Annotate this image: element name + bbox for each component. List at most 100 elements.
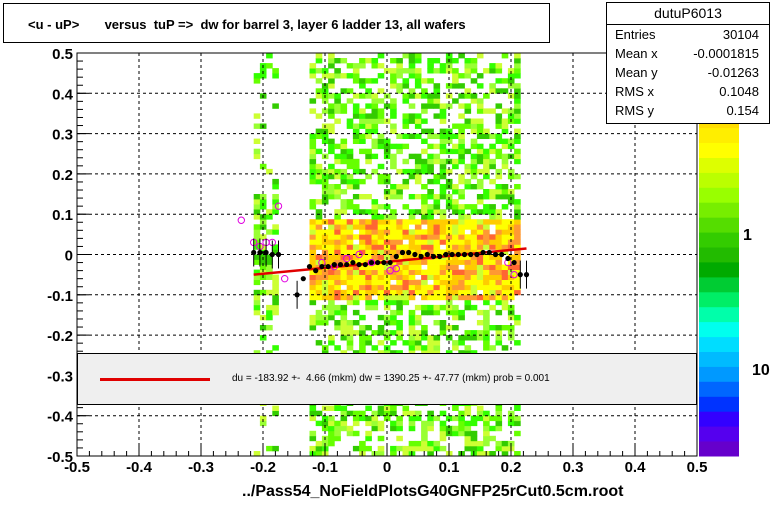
- heat-cell: [501, 234, 509, 240]
- heat-cell: [495, 440, 503, 447]
- heat-cell: [346, 229, 354, 235]
- x-tick-label: -0.4: [126, 459, 153, 476]
- heat-cell: [321, 415, 329, 422]
- heat-cell: [346, 239, 354, 245]
- heat-cell: [390, 269, 397, 275]
- heat-cell: [371, 249, 379, 255]
- heat-cell: [489, 189, 496, 195]
- heat-cell: [458, 178, 465, 185]
- heat-cell: [470, 93, 478, 99]
- heat-cell: [334, 274, 341, 280]
- heat-cell: [452, 143, 459, 150]
- profile-marker: [251, 249, 257, 256]
- heat-cell: [352, 224, 360, 230]
- heat-cell: [253, 254, 261, 260]
- heat-cell: [495, 274, 503, 280]
- heat-cell: [334, 214, 341, 220]
- heat-cell: [377, 405, 385, 411]
- heat-cell: [495, 299, 503, 306]
- heat-cell: [408, 234, 416, 240]
- heat-cell: [427, 410, 434, 417]
- heat-cell: [334, 320, 341, 326]
- heat-cell: [445, 264, 453, 270]
- heat-cell: [328, 224, 335, 230]
- heat-cell: [452, 189, 459, 195]
- heat-cell: [470, 249, 478, 255]
- heat-cell: [408, 284, 416, 291]
- heat-cell: [483, 234, 490, 240]
- profile-marker: [350, 259, 356, 266]
- heat-cell: [452, 405, 459, 411]
- heat-cell: [315, 173, 323, 180]
- palette-swatch: [699, 291, 739, 308]
- heat-cell: [445, 133, 453, 139]
- heat-cell: [464, 299, 472, 306]
- heat-cell: [377, 53, 385, 59]
- heat-cell: [315, 229, 323, 235]
- heat-cell: [507, 108, 515, 114]
- palette-swatch: [699, 396, 739, 412]
- heat-cell: [514, 184, 521, 190]
- heat-cell: [427, 259, 434, 265]
- heat-cell: [501, 138, 509, 144]
- heat-cell: [433, 194, 441, 200]
- heat-cell: [489, 264, 496, 270]
- x-tick-label: 0.3: [563, 459, 584, 476]
- heat-cell: [328, 244, 335, 250]
- heat-cell: [439, 430, 447, 437]
- x-tick-label: 0: [383, 459, 391, 476]
- heat-cell: [309, 284, 317, 291]
- heat-cell: [408, 340, 416, 346]
- heat-cell: [309, 178, 317, 185]
- heat-cell: [489, 143, 496, 150]
- heat-cell: [408, 264, 416, 270]
- heat-cell: [452, 199, 459, 205]
- heat-cell: [489, 279, 496, 286]
- heat-cell: [390, 78, 397, 84]
- heat-cell: [427, 133, 434, 139]
- heat-cell: [352, 294, 360, 301]
- heat-cell: [483, 209, 490, 215]
- heat-cell: [396, 284, 403, 291]
- heat-cell: [464, 163, 472, 170]
- heat-cell: [489, 63, 496, 69]
- heat-cell: [365, 325, 372, 331]
- profile-marker: [424, 251, 430, 258]
- heat-cell: [315, 168, 323, 175]
- heat-cell: [414, 153, 422, 160]
- heat-cell: [359, 259, 366, 265]
- heat-cell: [476, 244, 484, 250]
- heat-cell: [476, 284, 484, 291]
- heat-cell: [377, 314, 385, 321]
- heat-cell: [439, 118, 447, 124]
- heat-cell: [390, 83, 397, 89]
- heat-cell: [458, 93, 465, 99]
- heat-cell: [408, 93, 416, 99]
- heat-cell: [483, 289, 490, 296]
- heat-cell: [408, 118, 416, 124]
- heat-cell: [377, 229, 385, 235]
- heat-cell: [507, 138, 515, 144]
- heat-cell: [365, 415, 372, 422]
- heat-cell: [309, 239, 317, 245]
- heat-cell: [346, 299, 354, 306]
- heat-cell: [464, 239, 472, 245]
- heat-cell: [408, 335, 416, 341]
- heat-cell: [458, 214, 465, 220]
- heat-cell: [352, 93, 360, 99]
- heat-cell: [514, 93, 521, 99]
- heat-cell: [495, 330, 503, 336]
- heat-cell: [470, 435, 478, 442]
- heat-cell: [321, 294, 329, 301]
- heat-cell: [427, 209, 434, 215]
- palette-swatch: [699, 157, 739, 173]
- heat-cell: [346, 98, 354, 104]
- heat-cell: [439, 304, 447, 311]
- profile-marker: [511, 259, 517, 266]
- heat-cell: [340, 259, 348, 265]
- heat-cell: [514, 58, 521, 64]
- heat-cell: [272, 410, 279, 417]
- heat-cell: [433, 83, 441, 89]
- heat-cell: [377, 204, 385, 210]
- heat-cell: [402, 83, 410, 89]
